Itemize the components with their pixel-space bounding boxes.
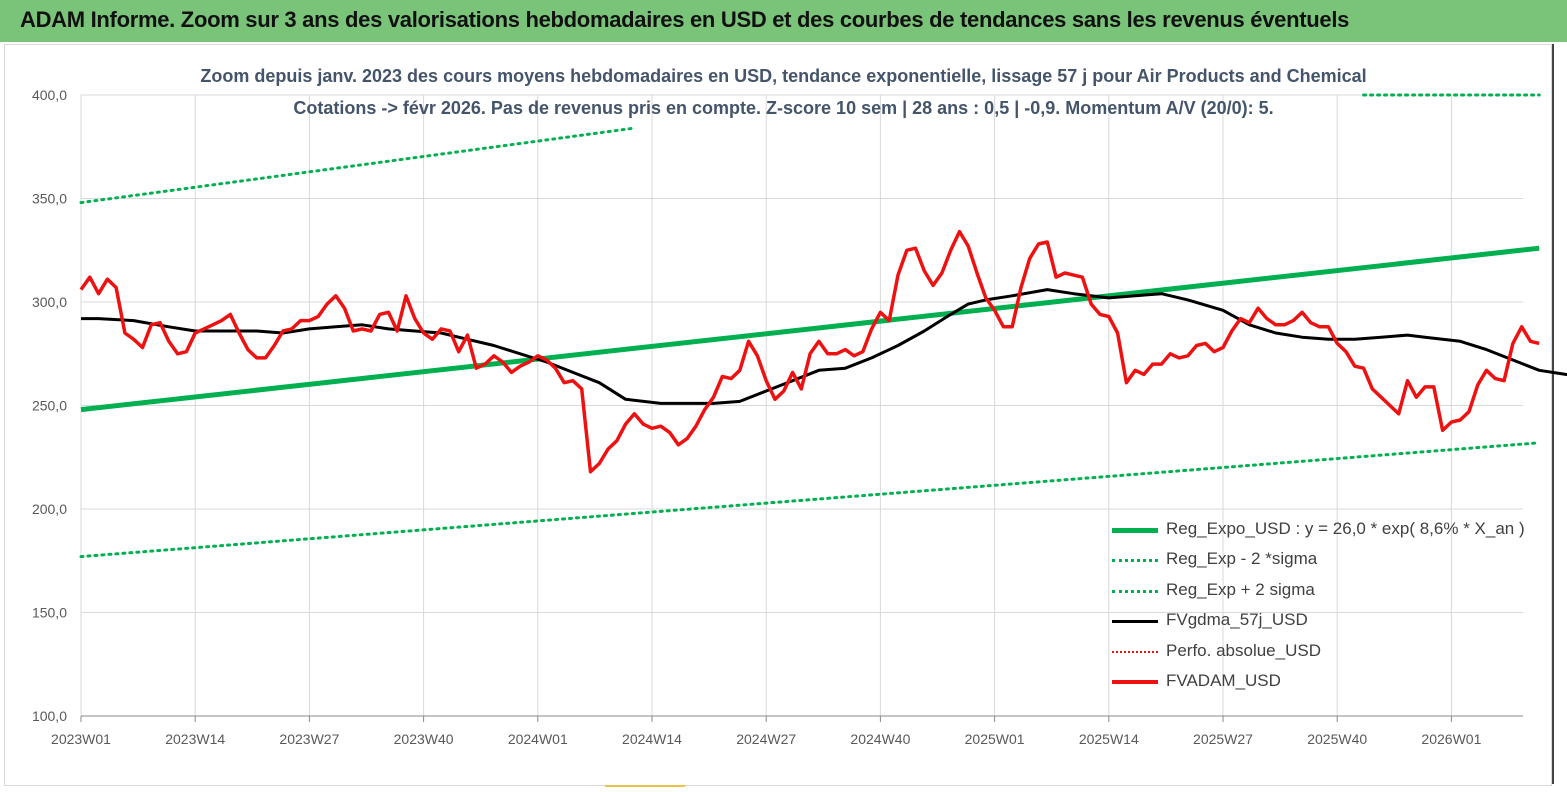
legend-swatch-solid-green (1112, 527, 1158, 533)
y-tick-label: 300,0 (32, 294, 67, 310)
bottom-accent (605, 785, 685, 787)
y-tick-label: 100,0 (32, 708, 67, 724)
series-reg-exp-minus-2sigma (79, 441, 1541, 559)
x-tick-label: 2026W01 (1421, 731, 1481, 747)
series-fvgdma-57j (81, 288, 1567, 405)
legend-label: Reg_Exp + 2 sigma (1166, 580, 1315, 599)
legend-item-fvgdma: FVgdma_57j_USD (1112, 609, 1308, 631)
series-reg-exp-plus-2sigma (79, 126, 636, 205)
legend-swatch-solid-black (1112, 619, 1158, 623)
x-tick-label: 2024W40 (850, 731, 910, 747)
legend-item-reg-exp-plus: Reg_Exp + 2 sigma (1112, 579, 1315, 601)
legend-label: Reg_Expo_USD : y = 26,0 * exp( 8,6% * X_… (1166, 519, 1525, 538)
frame-edge (1552, 44, 1560, 784)
x-tick-label: 2024W27 (736, 731, 796, 747)
x-tick-label: 2025W27 (1193, 731, 1253, 747)
legend-item-fvadam: FVADAM_USD (1112, 670, 1281, 692)
legend-label: Perfo. absolue_USD (1166, 641, 1321, 660)
y-tick-label: 200,0 (32, 501, 67, 517)
legend-swatch-solid-red (1112, 680, 1158, 684)
page-title: ADAM Informe. Zoom sur 3 ans des valoris… (20, 7, 1350, 32)
x-tick-label: 2025W01 (965, 731, 1025, 747)
chart-title-line-2: Cotations -> févr 2026. Pas de revenus p… (293, 98, 1274, 118)
series-fvadam (79, 229, 1540, 474)
y-tick-label: 400,0 (32, 87, 67, 103)
legend-item-perfo-absolue: Perfo. absolue_USD (1112, 640, 1321, 662)
x-tick-label: 2024W14 (622, 731, 682, 747)
legend-swatch-dotted-red (1112, 651, 1158, 653)
series-reg-expo (80, 245, 1540, 413)
legend-item-reg-expo: Reg_Expo_USD : y = 26,0 * exp( 8,6% * X_… (1112, 518, 1525, 540)
chart-area (4, 44, 1552, 786)
legend-label: FVADAM_USD (1166, 671, 1281, 690)
x-tick-label: 2023W40 (394, 731, 454, 747)
legend-swatch-dotted-green (1112, 589, 1158, 593)
x-tick-label: 2024W01 (508, 731, 568, 747)
legend-swatch-dotted-green (1112, 558, 1158, 562)
x-tick-label: 2025W14 (1079, 731, 1139, 747)
header-bar: ADAM Informe. Zoom sur 3 ans des valoris… (0, 0, 1567, 42)
legend-item-reg-exp-minus: Reg_Exp - 2 *sigma (1112, 548, 1317, 570)
x-tick-label: 2023W27 (279, 731, 339, 747)
y-tick-label: 150,0 (32, 605, 67, 621)
y-tick-label: 250,0 (32, 398, 67, 414)
legend-label: Reg_Exp - 2 *sigma (1166, 549, 1318, 568)
y-tick-label: 350,0 (32, 191, 67, 207)
legend-label: FVgdma_57j_USD (1166, 610, 1308, 629)
chart-title-line-1: Zoom depuis janv. 2023 des cours moyens … (200, 66, 1367, 86)
x-tick-label: 2023W01 (51, 731, 111, 747)
x-tick-label: 2023W14 (165, 731, 225, 747)
x-tick-label: 2025W40 (1307, 731, 1367, 747)
